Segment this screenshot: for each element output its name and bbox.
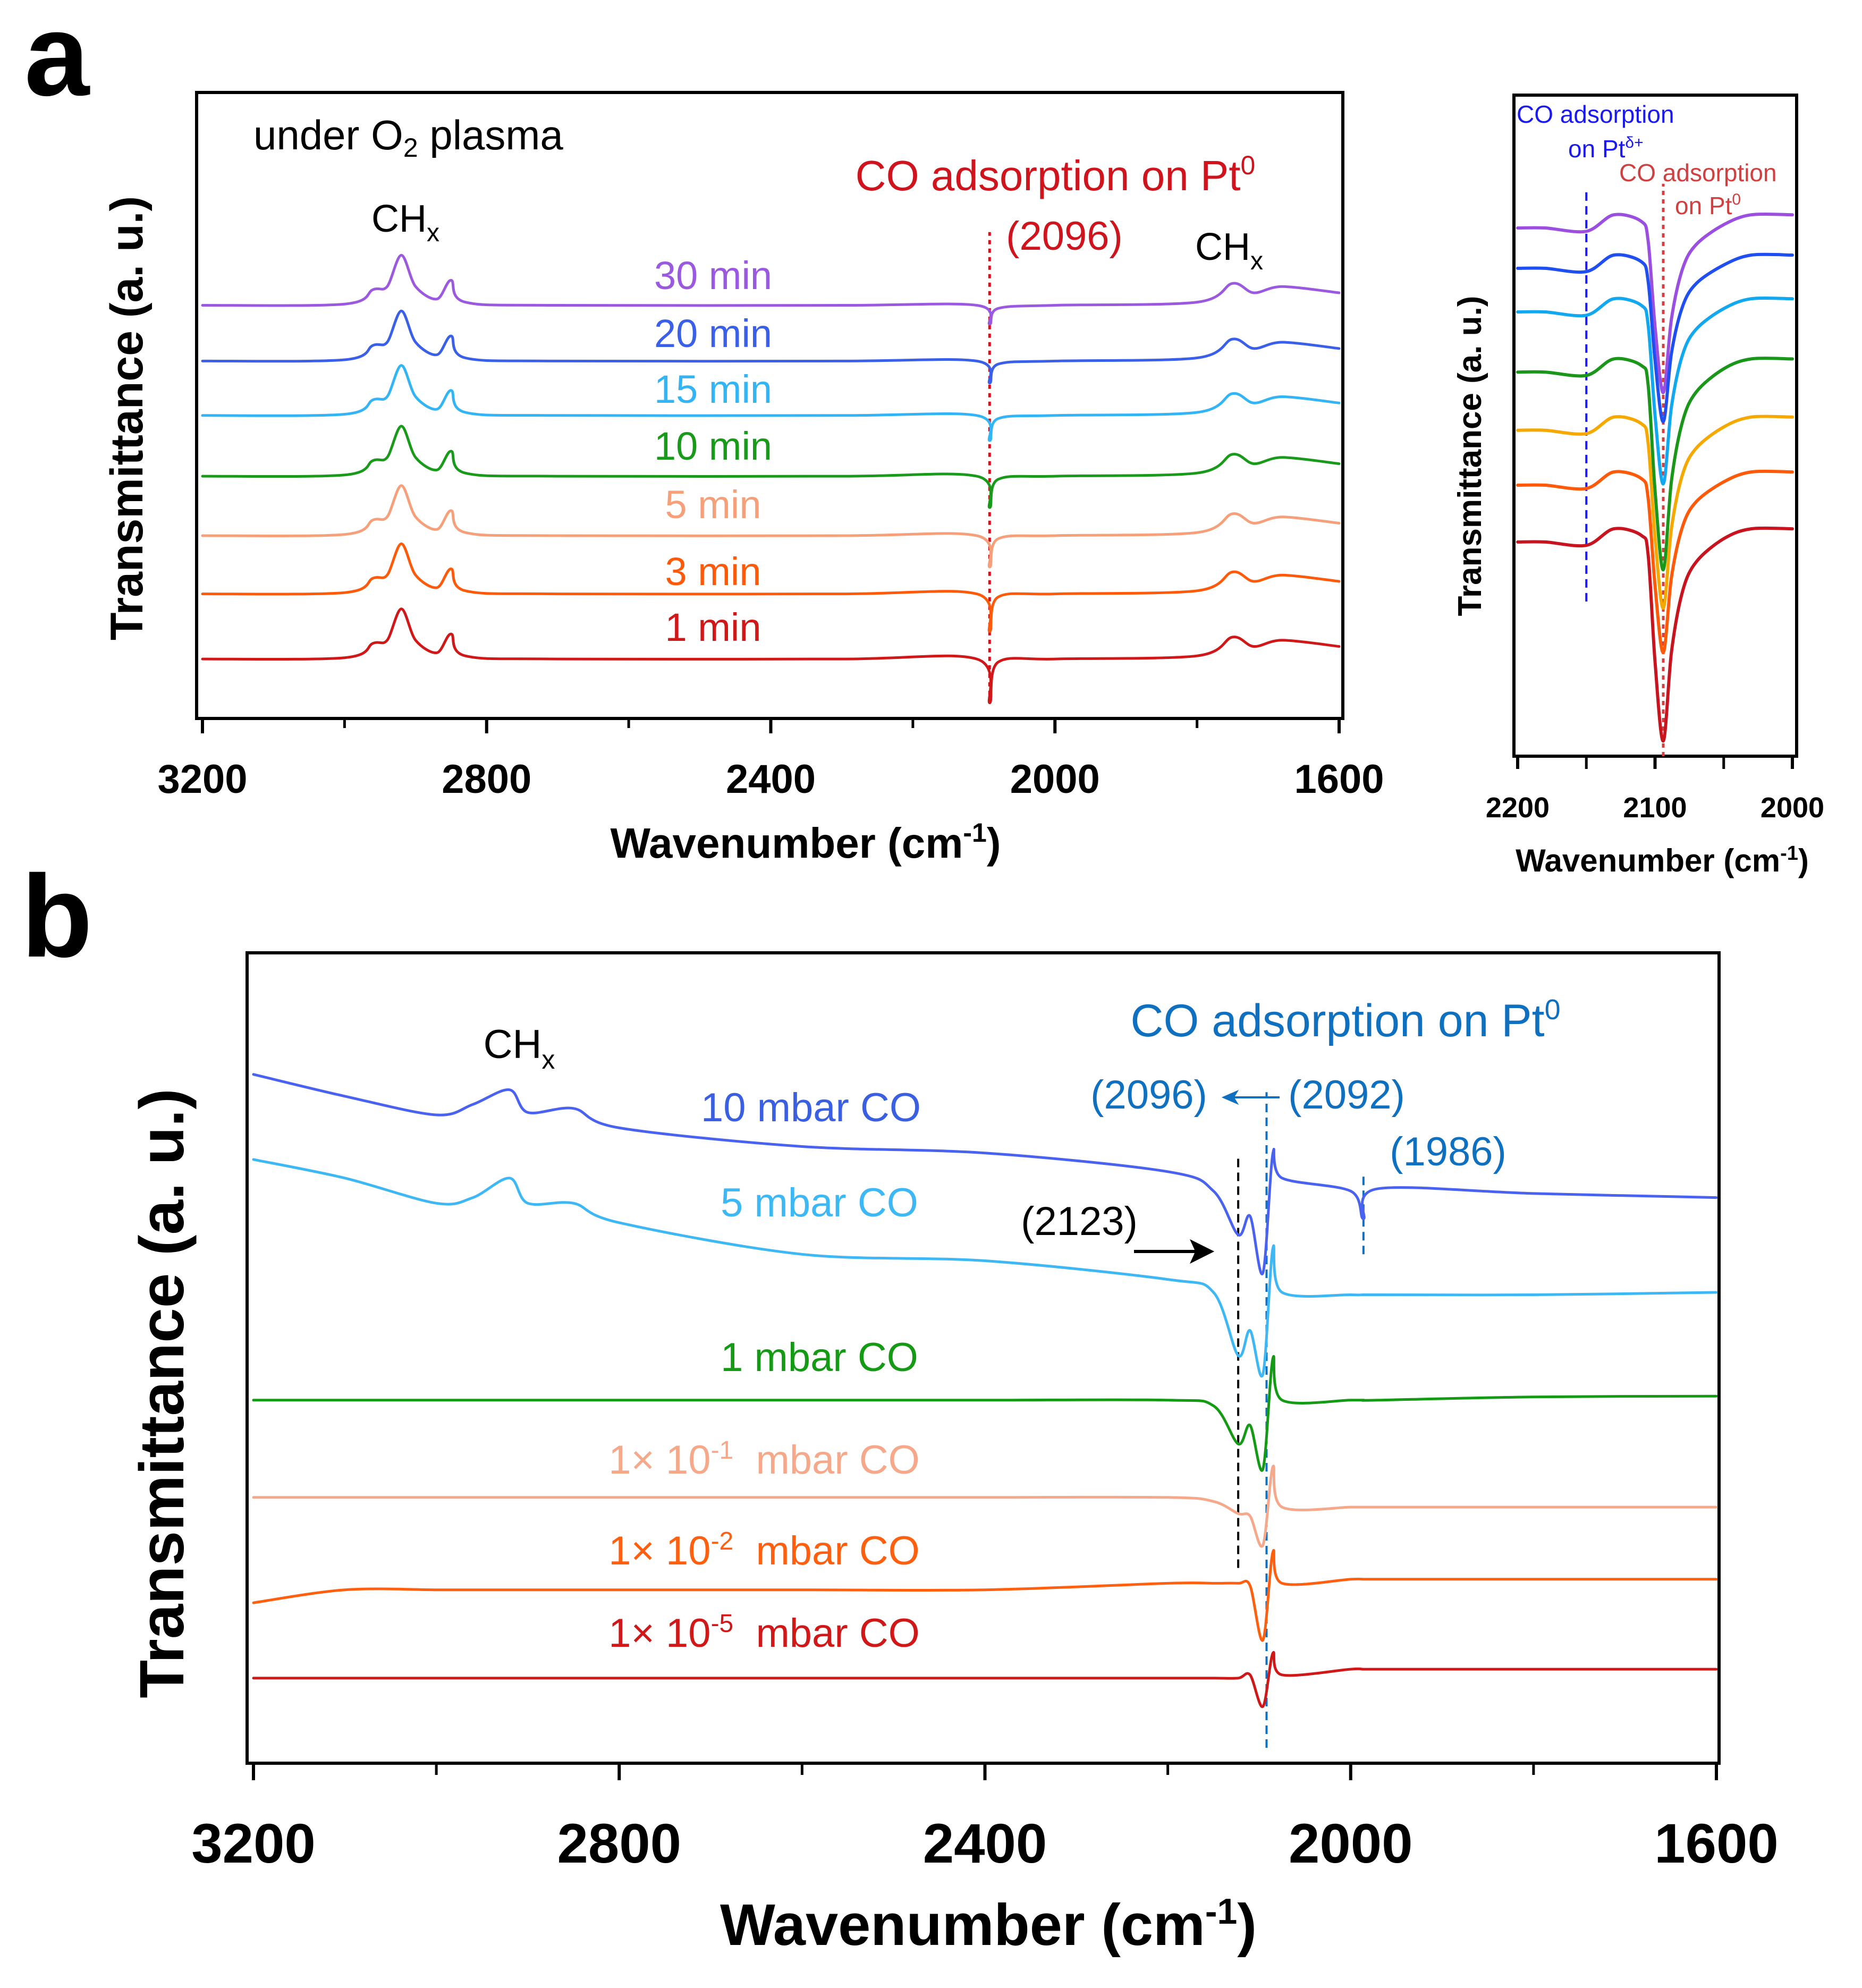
peak-label-1986: (1986): [1390, 1129, 1506, 1174]
series-label-10mbar: 10 mbar CO: [701, 1085, 921, 1130]
series-label-30min: 30 min: [654, 253, 772, 298]
series-line-1-10-2: [252, 1549, 1718, 1642]
condition-label: under O2 plasma: [253, 112, 563, 163]
panel-letter-b: b: [21, 851, 92, 982]
panel-a-main-chart: 3200 2800 2400 2000 1600 Transmittance (a. u…: [101, 91, 1384, 867]
panel-a-inset-chart: 2200 2100 2000 Transmittance (a. u.) Waven…: [1452, 94, 1824, 878]
series-label-3min: 3 min: [665, 549, 761, 594]
series-line-1-min: [201, 607, 1341, 705]
x-axis-label: Wavenumber (cm-1): [611, 818, 1001, 867]
series-line-10-min: [201, 425, 1341, 509]
x-tick-label: 2100: [1623, 792, 1687, 824]
series-line-4: [1516, 414, 1794, 610]
x-tick-label: 2000: [1289, 1813, 1413, 1875]
series-label-5min: 5 min: [665, 483, 761, 527]
x-axis-label: Wavenumber (cm-1): [1516, 842, 1809, 878]
plot-frame: [246, 951, 1721, 1765]
panel-b-chart: 3200 2800 2400 2000 1600 Transmittance (a. u…: [127, 951, 1779, 1958]
x-tick-label: 2800: [442, 757, 531, 802]
series-label-20min: 20 min: [654, 311, 772, 356]
x-tick-label: 2200: [1486, 792, 1550, 824]
shift-arrow: [1221, 1089, 1280, 1105]
x-tick-label: 2400: [726, 757, 816, 802]
series-line-15-min: [201, 364, 1341, 442]
y-axis-label: Transmittance (a. u.): [101, 196, 153, 640]
pt0-label-line1: CO adsorption: [1619, 159, 1777, 187]
peak-2123-arrow: [1134, 1239, 1215, 1264]
series-line-5: [1516, 469, 1794, 654]
series-line-2: [1516, 296, 1794, 486]
chx-label: CHx: [484, 1022, 555, 1075]
series-line-0: [1516, 212, 1794, 394]
x-tick-label: 2000: [1761, 792, 1824, 824]
series-line-10-mbar-co: [252, 1073, 1718, 1276]
x-tick-label: 3200: [157, 757, 247, 802]
chx-label-left: CHx: [371, 198, 439, 247]
series-line-6: [1516, 526, 1794, 743]
pt0-label-line2: on Pt0: [1675, 191, 1741, 219]
x-tick-label: 3200: [191, 1813, 316, 1875]
x-tick-label: 2400: [923, 1813, 1047, 1875]
peak-label-2123: (2123): [1021, 1199, 1138, 1244]
series-line-20-min: [201, 309, 1341, 385]
peak-label-2092: (2092): [1288, 1072, 1405, 1118]
series-line-1: [1516, 252, 1794, 424]
panel-letter-a: a: [24, 0, 90, 120]
x-axis-label: Wavenumber (cm-1): [720, 1891, 1257, 1958]
co-adsorption-title: CO adsorption on Pt0: [856, 150, 1256, 199]
series-line-30-min: [201, 253, 1341, 326]
y-axis-label: Transmittance (a. u.): [1452, 296, 1488, 616]
series-line-3: [1516, 357, 1794, 572]
x-tick-label: 1600: [1654, 1813, 1779, 1875]
series-line-3-min: [201, 542, 1341, 633]
peak-label-2096: (2096): [1090, 1072, 1207, 1118]
co-peak-label: (2096): [1006, 214, 1123, 259]
pt-delta-label-line1: CO adsorption: [1517, 100, 1674, 128]
series-line-1-10-1: [252, 1465, 1718, 1548]
series-label-1e-1mbar: 1× 10-1 mbar CO: [608, 1436, 920, 1483]
x-tick-label: 1600: [1294, 757, 1384, 802]
series-label-10min: 10 min: [654, 424, 772, 468]
chx-label-right: CHx: [1195, 226, 1263, 275]
series-label-1e-2mbar: 1× 10-2 mbar CO: [608, 1527, 920, 1574]
pt-delta-label-line2: on Ptδ+: [1568, 134, 1644, 163]
series-label-1mbar: 1 mbar CO: [721, 1335, 918, 1380]
series-line-1-mbar-co: [252, 1355, 1718, 1472]
series-label-5mbar: 5 mbar CO: [721, 1180, 918, 1225]
series-label-1e-5mbar: 1× 10-5 mbar CO: [608, 1610, 920, 1656]
series-line-5-mbar-co: [252, 1158, 1718, 1378]
series-line-5-min: [201, 484, 1341, 569]
y-axis-label: Transmittance (a. u.): [127, 1088, 197, 1698]
series-line-1-10-5: [252, 1651, 1718, 1708]
series-label-1min: 1 min: [665, 605, 761, 649]
co-adsorption-title: CO adsorption on Pt0: [1130, 994, 1560, 1046]
series-label-15min: 15 min: [654, 367, 772, 411]
x-tick-label: 2000: [1010, 757, 1100, 802]
x-tick-label: 2800: [557, 1813, 681, 1875]
